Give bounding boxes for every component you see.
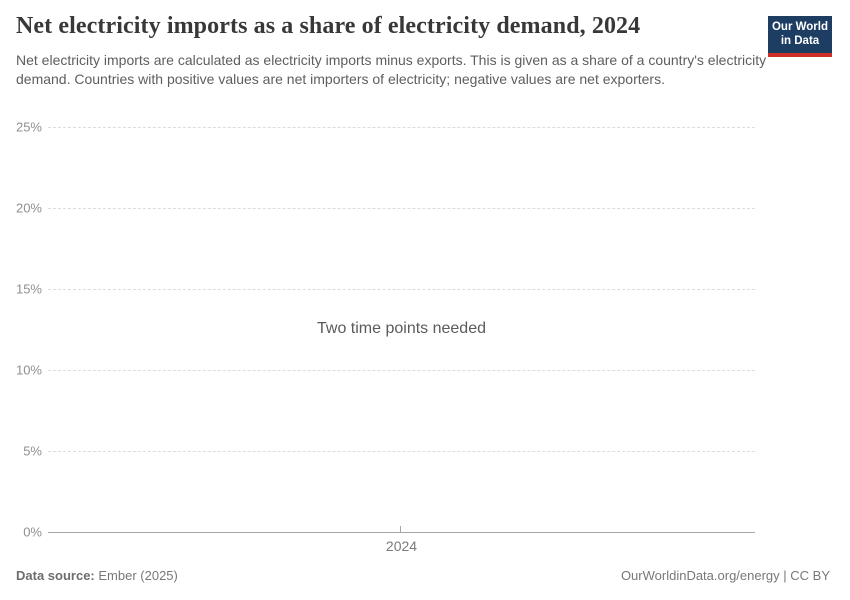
y-gridline [48, 370, 755, 371]
y-gridline [48, 127, 755, 128]
x-tick-mark [400, 526, 401, 532]
y-tick-label-15: 15% [15, 281, 42, 297]
owid-logo[interactable]: Our World in Data [768, 16, 832, 57]
chart-footer: Data source: Ember (2025) OurWorldinData… [16, 568, 830, 583]
data-source: Data source: Ember (2025) [16, 568, 178, 583]
license-link[interactable]: OurWorldinData.org/energy | CC BY [620, 568, 830, 583]
y-gridline [48, 208, 755, 209]
y-tick-label-0: 0% [23, 524, 42, 540]
data-source-label: Data source: [16, 568, 95, 583]
y-gridline [48, 451, 755, 452]
y-tick-label-20: 20% [15, 200, 42, 216]
chart-subtitle: Net electricity imports are calculated a… [16, 52, 767, 87]
owid-logo-line2: in Data [780, 35, 820, 48]
y-gridline [48, 289, 755, 290]
x-tick-label-2024: 2024 [385, 538, 418, 554]
owid-logo-line1: Our World [771, 21, 828, 33]
y-tick-label-10: 10% [15, 362, 42, 378]
chart-title: Net electricity imports as a share of el… [16, 13, 641, 39]
y-tick-label-5: 5% [23, 443, 42, 459]
data-source-value[interactable]: Ember (2025) [98, 568, 178, 583]
x-axis-line [48, 532, 755, 533]
empty-state-message: Two time points needed [317, 320, 486, 337]
y-tick-label-25: 25% [15, 119, 42, 135]
